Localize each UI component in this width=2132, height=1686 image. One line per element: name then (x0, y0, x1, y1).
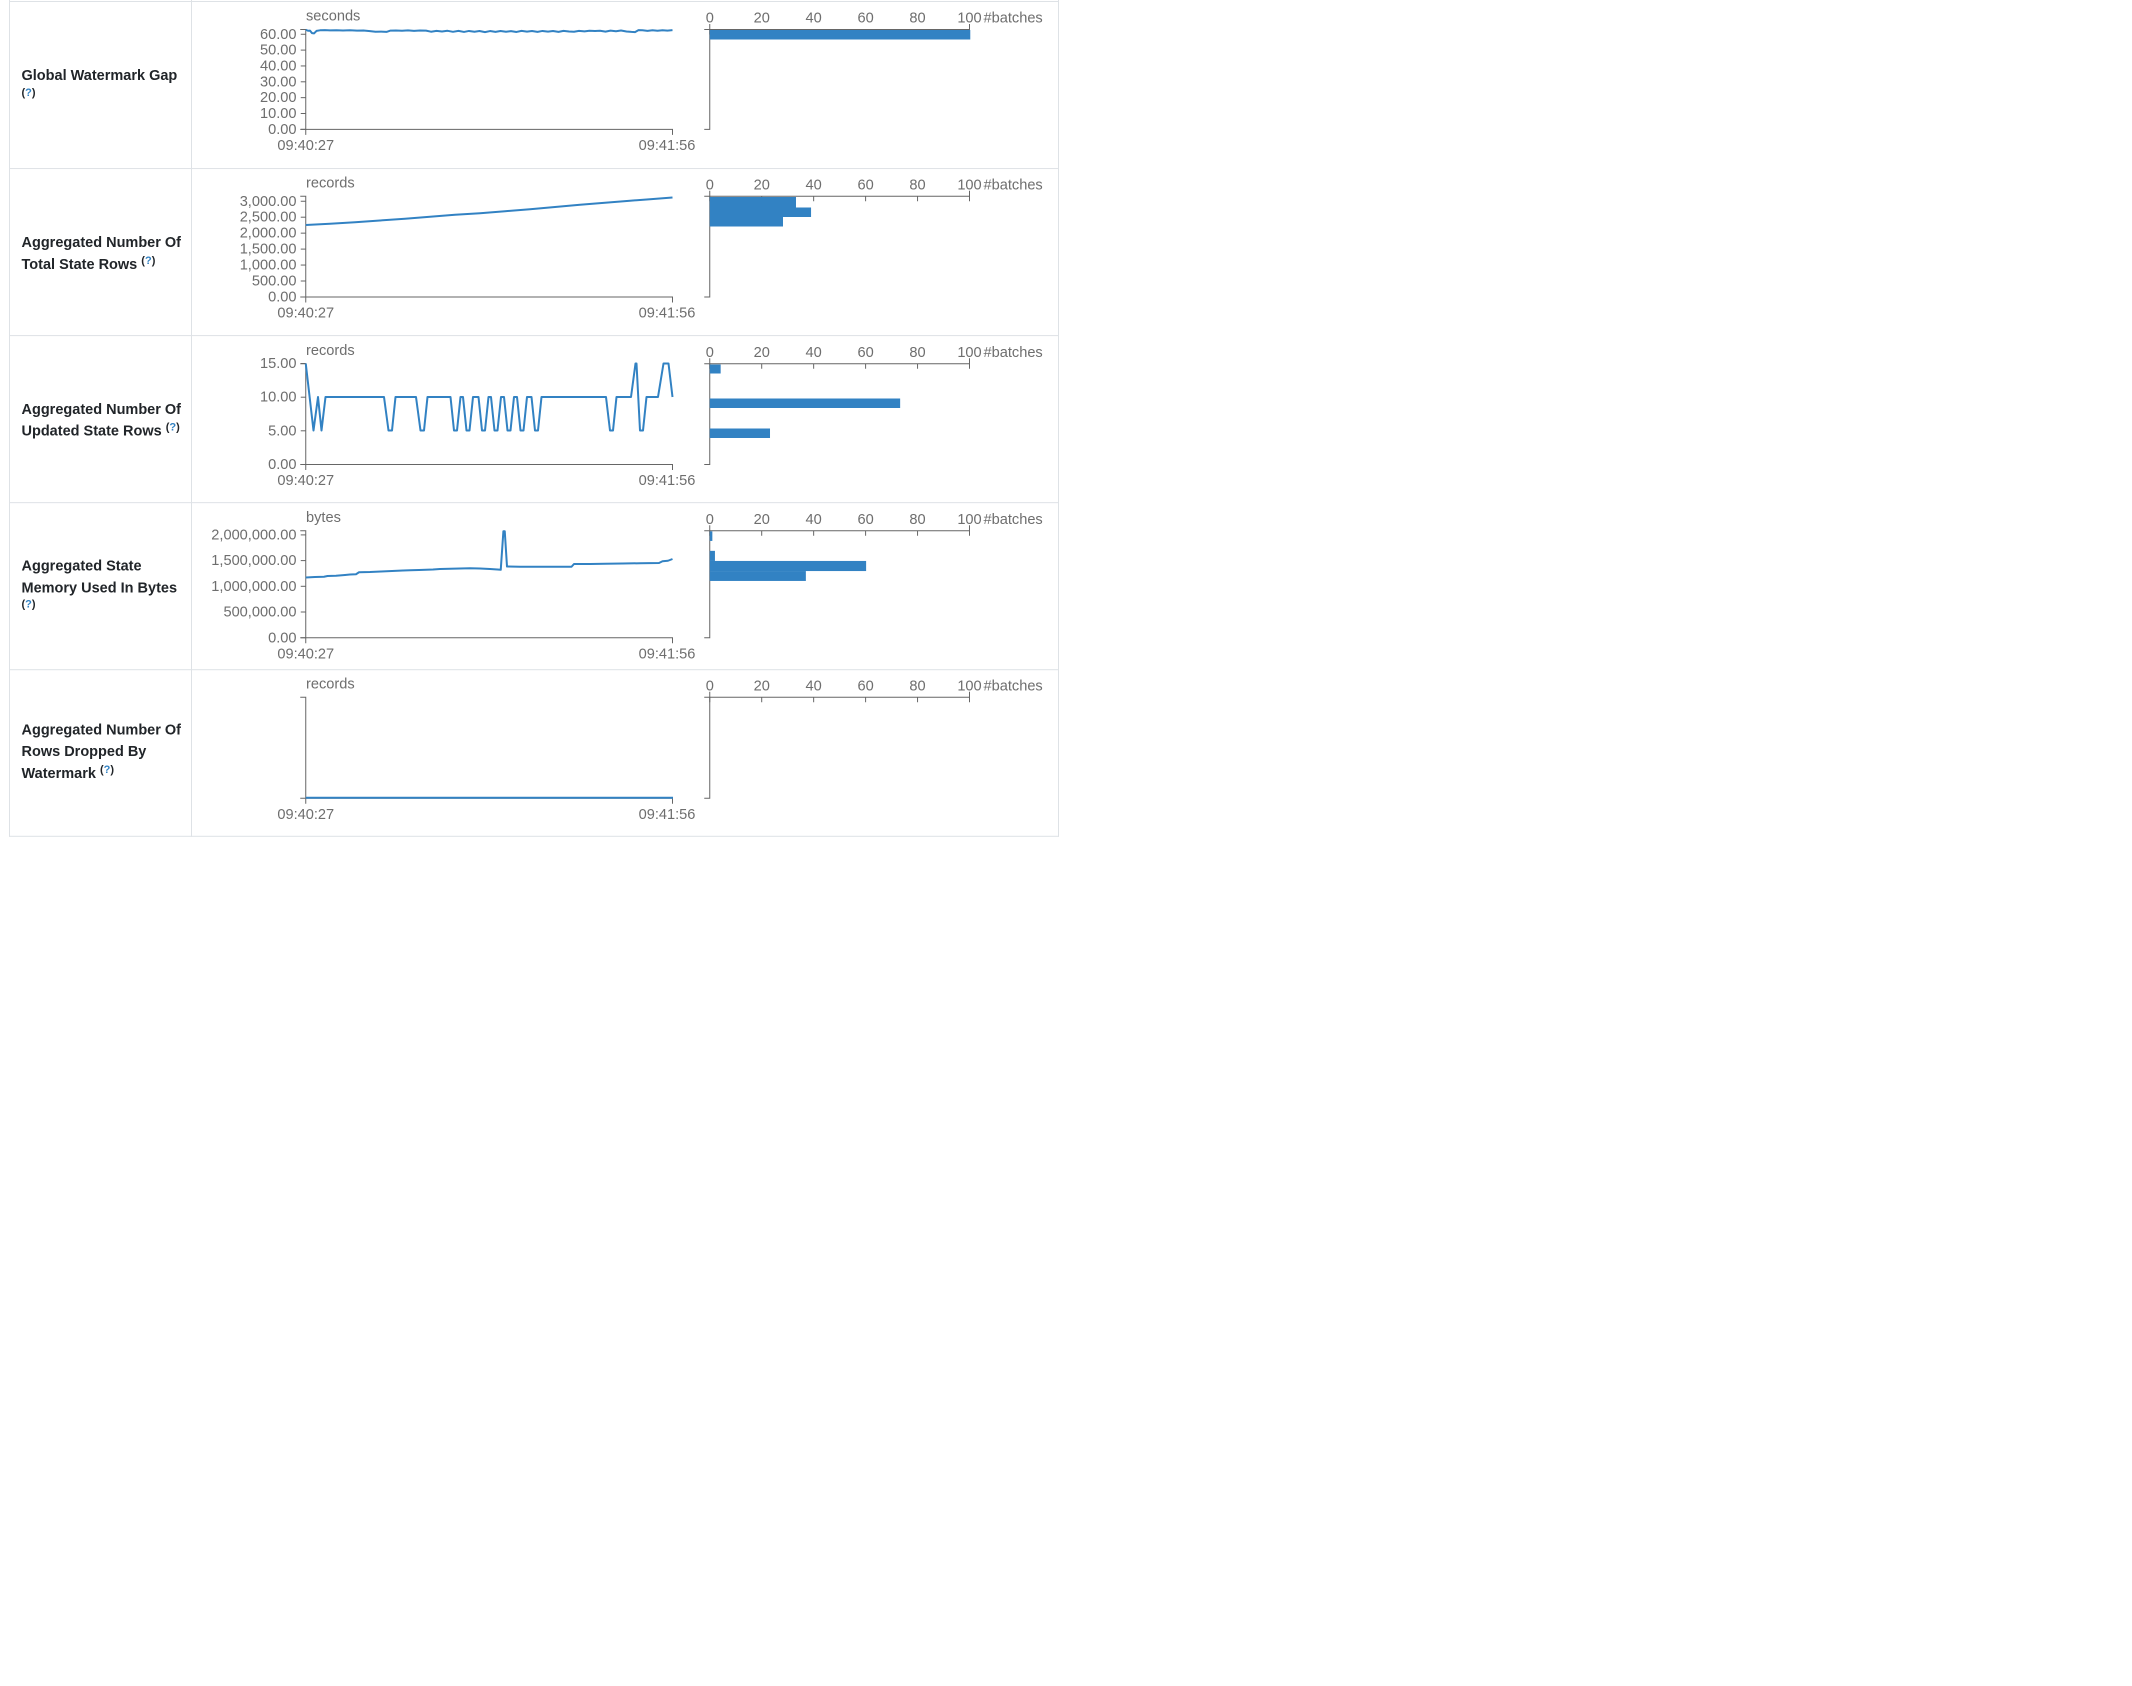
svg-text:20.00: 20.00 (260, 90, 297, 106)
svg-text:20: 20 (754, 345, 770, 361)
svg-text:500.00: 500.00 (252, 274, 297, 290)
svg-text:100: 100 (957, 512, 981, 528)
svg-text:40.00: 40.00 (260, 58, 297, 74)
svg-text:60: 60 (857, 11, 873, 27)
svg-text:40: 40 (806, 345, 822, 361)
svg-text:Aggregated Number Of: Aggregated Number Of (22, 235, 182, 251)
svg-text:0.00: 0.00 (268, 290, 296, 306)
svg-text:80: 80 (909, 177, 925, 193)
svg-text:0: 0 (706, 11, 714, 27)
svg-text:20: 20 (754, 177, 770, 193)
svg-text:2,000,000.00: 2,000,000.00 (211, 527, 296, 543)
svg-text:20: 20 (754, 11, 770, 27)
svg-text:60.00: 60.00 (260, 27, 297, 43)
svg-text:records: records (306, 343, 355, 359)
svg-text:Memory Used In Bytes: Memory Used In Bytes (22, 580, 178, 596)
svg-text:100: 100 (957, 177, 981, 193)
svg-text:0: 0 (706, 177, 714, 193)
svg-text:09:41:56: 09:41:56 (639, 306, 696, 322)
svg-text:2,000.00: 2,000.00 (240, 226, 297, 242)
svg-text:(?): (?) (22, 599, 36, 611)
svg-text:records: records (306, 175, 355, 191)
svg-text:#batches: #batches (984, 512, 1043, 528)
svg-text:09:40:27: 09:40:27 (277, 807, 334, 823)
svg-text:15.00: 15.00 (260, 356, 297, 372)
svg-text:seconds: seconds (306, 8, 360, 24)
svg-text:30.00: 30.00 (260, 74, 297, 90)
svg-text:10.00: 10.00 (260, 390, 297, 406)
svg-text:100: 100 (957, 678, 981, 694)
svg-text:0: 0 (706, 345, 714, 361)
svg-text:5.00: 5.00 (268, 423, 296, 439)
svg-text:0.00: 0.00 (268, 457, 296, 473)
svg-text:2,500.00: 2,500.00 (240, 210, 297, 226)
svg-text:80: 80 (909, 678, 925, 694)
svg-text:40: 40 (806, 177, 822, 193)
svg-text:Aggregated Number Of: Aggregated Number Of (22, 402, 182, 418)
svg-text:#batches: #batches (984, 345, 1043, 361)
svg-text:50.00: 50.00 (260, 43, 297, 59)
svg-text:20: 20 (754, 678, 770, 694)
svg-text:100: 100 (957, 11, 981, 27)
svg-text:100: 100 (957, 345, 981, 361)
svg-text:3,000.00: 3,000.00 (240, 194, 297, 210)
svg-text:Rows Dropped By: Rows Dropped By (22, 744, 147, 760)
svg-text:Aggregated State: Aggregated State (22, 559, 142, 575)
svg-text:1,000,000.00: 1,000,000.00 (211, 579, 296, 595)
svg-text:Global Watermark Gap: Global Watermark Gap (22, 68, 178, 84)
svg-text:0.00: 0.00 (268, 630, 296, 646)
svg-text:09:40:27: 09:40:27 (277, 138, 334, 154)
svg-text:80: 80 (909, 345, 925, 361)
svg-text:1,500.00: 1,500.00 (240, 242, 297, 258)
svg-text:bytes: bytes (306, 510, 341, 526)
svg-text:09:40:27: 09:40:27 (277, 646, 334, 662)
svg-text:40: 40 (806, 11, 822, 27)
svg-text:#batches: #batches (984, 11, 1043, 27)
svg-text:0: 0 (706, 678, 714, 694)
svg-text:500,000.00: 500,000.00 (223, 605, 296, 621)
svg-text:Watermark (?): Watermark (?) (22, 764, 115, 782)
svg-text:#batches: #batches (984, 678, 1043, 694)
svg-text:60: 60 (857, 345, 873, 361)
svg-text:40: 40 (806, 512, 822, 528)
svg-text:09:41:56: 09:41:56 (639, 807, 696, 823)
svg-text:60: 60 (857, 177, 873, 193)
svg-text:1,500,000.00: 1,500,000.00 (211, 553, 296, 569)
svg-text:80: 80 (909, 11, 925, 27)
svg-text:Aggregated Number Of: Aggregated Number Of (22, 722, 182, 738)
svg-text:1,000.00: 1,000.00 (240, 258, 297, 274)
svg-text:40: 40 (806, 678, 822, 694)
svg-text:09:41:56: 09:41:56 (639, 138, 696, 154)
svg-text:0: 0 (706, 512, 714, 528)
svg-text:(?): (?) (22, 87, 36, 99)
svg-text:09:41:56: 09:41:56 (639, 473, 696, 489)
svg-text:09:41:56: 09:41:56 (639, 646, 696, 662)
svg-text:10.00: 10.00 (260, 106, 297, 122)
svg-text:60: 60 (857, 678, 873, 694)
svg-text:80: 80 (909, 512, 925, 528)
svg-text:#batches: #batches (984, 177, 1043, 193)
svg-text:0.00: 0.00 (268, 122, 296, 138)
svg-text:Updated State Rows (?): Updated State Rows (?) (22, 422, 181, 440)
svg-text:20: 20 (754, 512, 770, 528)
svg-text:09:40:27: 09:40:27 (277, 473, 334, 489)
svg-text:09:40:27: 09:40:27 (277, 306, 334, 322)
svg-text:records: records (306, 676, 355, 692)
svg-text:Total State Rows (?): Total State Rows (?) (22, 255, 156, 273)
svg-text:60: 60 (857, 512, 873, 528)
